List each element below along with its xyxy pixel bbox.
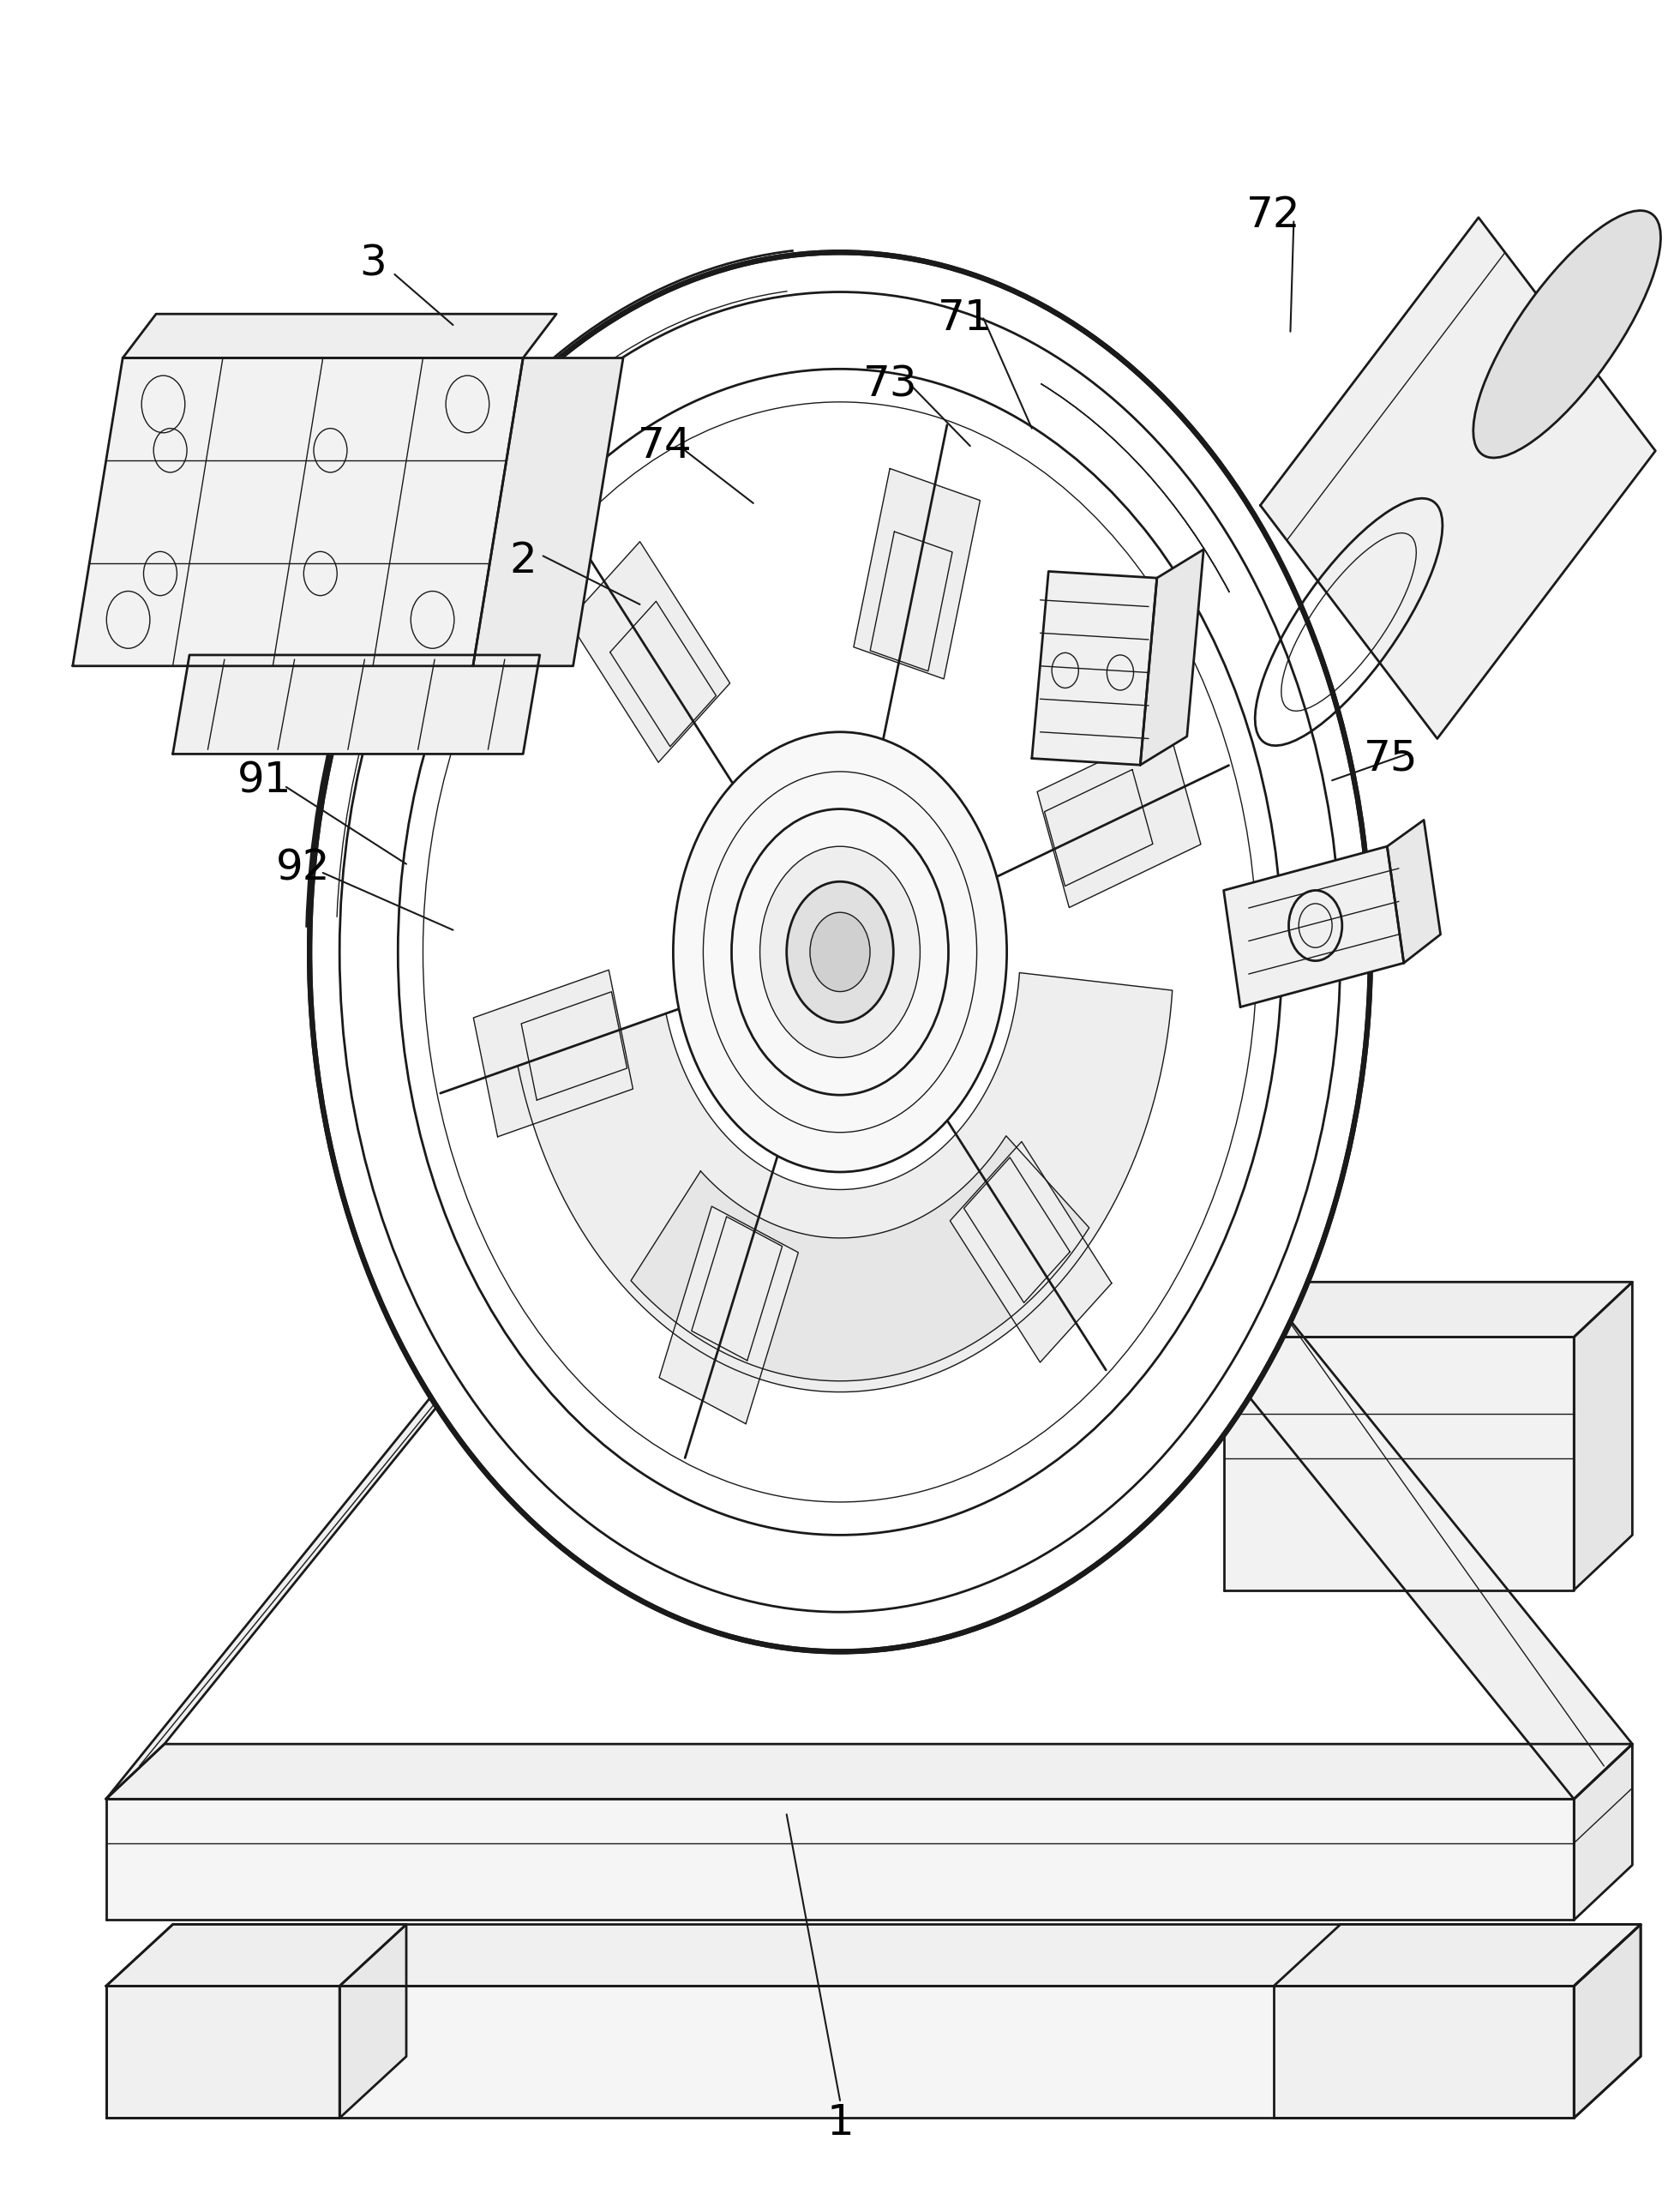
Polygon shape <box>1574 1924 1641 2119</box>
Ellipse shape <box>1473 210 1662 458</box>
Polygon shape <box>1032 571 1158 765</box>
Text: 1: 1 <box>827 2101 853 2143</box>
Polygon shape <box>517 973 1173 1391</box>
Text: 91: 91 <box>237 759 292 801</box>
Polygon shape <box>1273 1986 1574 2119</box>
Polygon shape <box>1574 1924 1641 2119</box>
Polygon shape <box>106 1986 1574 2119</box>
Circle shape <box>810 911 870 991</box>
Polygon shape <box>1141 549 1203 765</box>
Circle shape <box>786 883 894 1022</box>
Polygon shape <box>1223 1283 1633 1336</box>
Circle shape <box>674 732 1006 1172</box>
Polygon shape <box>514 1239 1223 1294</box>
Polygon shape <box>106 1924 1641 1986</box>
Polygon shape <box>173 655 539 754</box>
Polygon shape <box>514 1133 573 1294</box>
Polygon shape <box>514 1183 1166 1228</box>
Text: 74: 74 <box>638 425 692 467</box>
Polygon shape <box>1223 847 1404 1006</box>
Text: 2: 2 <box>509 540 536 582</box>
Text: 75: 75 <box>1362 739 1418 779</box>
Polygon shape <box>1166 1133 1223 1228</box>
Polygon shape <box>474 969 633 1137</box>
Text: 71: 71 <box>937 299 993 338</box>
Text: 92: 92 <box>276 847 329 889</box>
Polygon shape <box>1260 217 1655 739</box>
Circle shape <box>759 847 921 1057</box>
Polygon shape <box>632 1135 1089 1380</box>
Polygon shape <box>106 1986 339 2119</box>
Polygon shape <box>514 1294 1166 1336</box>
Polygon shape <box>1388 821 1440 962</box>
Polygon shape <box>1273 1924 1641 1986</box>
Polygon shape <box>1166 1239 1223 1336</box>
Polygon shape <box>72 358 522 666</box>
Polygon shape <box>853 469 979 679</box>
Polygon shape <box>123 314 556 358</box>
Polygon shape <box>514 1133 1223 1183</box>
Polygon shape <box>1166 1239 1633 1798</box>
Polygon shape <box>106 1798 1574 1920</box>
Polygon shape <box>659 1206 798 1425</box>
Polygon shape <box>1574 1283 1633 1590</box>
Polygon shape <box>1037 728 1201 907</box>
Polygon shape <box>339 1924 407 2119</box>
Polygon shape <box>106 1239 573 1798</box>
Polygon shape <box>474 358 623 666</box>
Polygon shape <box>1223 1336 1574 1590</box>
Text: 73: 73 <box>864 363 917 405</box>
Polygon shape <box>106 1924 407 1986</box>
Polygon shape <box>1574 1743 1633 1920</box>
Polygon shape <box>568 542 729 763</box>
Polygon shape <box>951 1141 1112 1363</box>
Text: 72: 72 <box>1247 195 1300 234</box>
Polygon shape <box>106 1743 1633 1798</box>
Text: 3: 3 <box>360 243 386 283</box>
Circle shape <box>309 252 1371 1652</box>
Polygon shape <box>1166 1133 1223 1294</box>
